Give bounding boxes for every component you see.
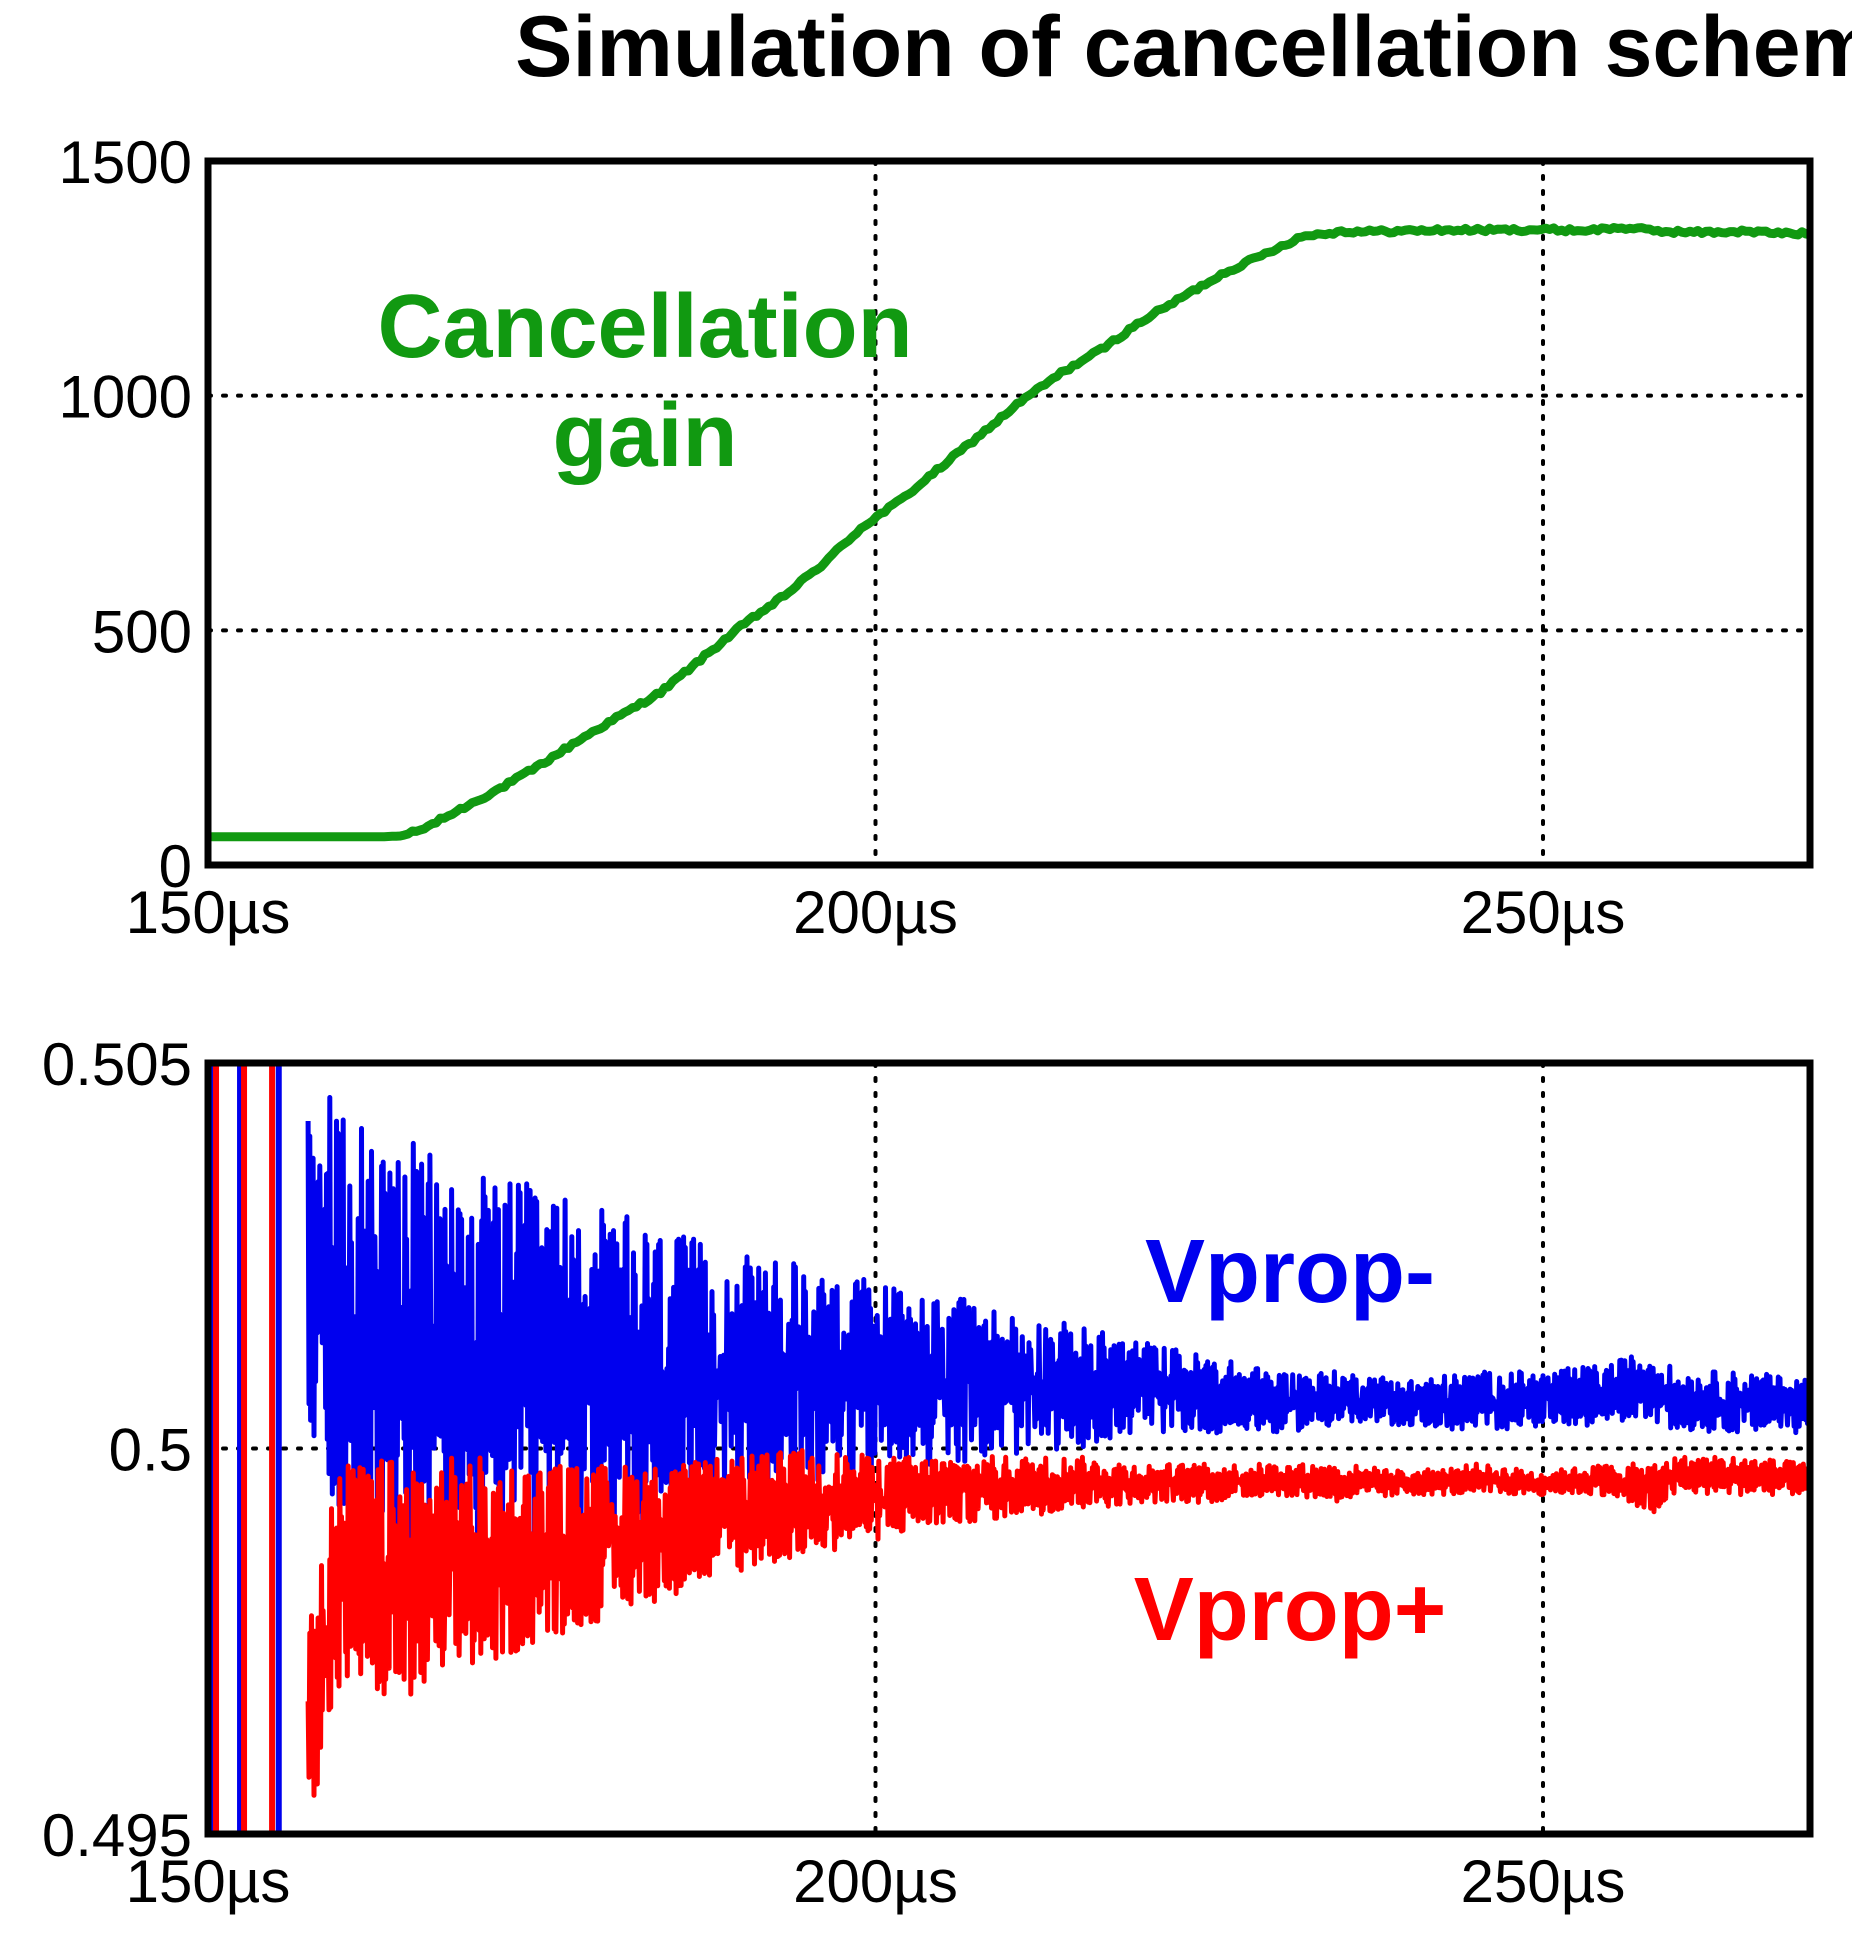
- vprop-series: [209, 1063, 1813, 1834]
- gain-series: [207, 223, 1811, 842]
- vprop-plot-frame: [204, 1059, 1814, 1838]
- gain-plot: 150µs 200µs 250µs 0 500 1000 1500 Cancellation…: [59, 129, 1814, 946]
- x-tick-label: 250µs: [1461, 879, 1626, 946]
- y-tick-label: 0.495: [42, 1802, 192, 1869]
- vprop-tick-labels: 150µs 200µs 250µs 0.495 0.5 0.505: [42, 1031, 1626, 1915]
- vprop-grid: [206, 1061, 1812, 1836]
- y-tick-label: 1000: [59, 364, 192, 431]
- gain-tick-labels: 150µs 200µs 250µs 0 500 1000 1500: [59, 129, 1626, 946]
- y-tick-label: 0.505: [42, 1031, 192, 1098]
- vprop-plus-label: Vprop+: [1134, 1560, 1447, 1660]
- y-tick-label: 0: [159, 833, 192, 900]
- gain-grid: [206, 159, 1812, 867]
- vprop-plus-line: [305, 1448, 1813, 1798]
- gain-plot-frame: [204, 157, 1814, 869]
- chart-title: Simulation of cancellation scheme: [515, 0, 1852, 95]
- x-tick-label: 250µs: [1461, 1848, 1626, 1915]
- vprop-plot: 150µs 200µs 250µs 0.495 0.5 0.505 Vprop- Vpro…: [42, 1031, 1814, 1915]
- gain-line: [207, 223, 1811, 842]
- x-tick-label: 150µs: [126, 879, 291, 946]
- y-tick-label: 500: [92, 598, 192, 665]
- x-tick-label: 150µs: [126, 1848, 291, 1915]
- x-tick-label: 200µs: [793, 1848, 958, 1915]
- y-tick-label: 1500: [59, 129, 192, 196]
- x-tick-label: 200µs: [793, 879, 958, 946]
- vprop-minus-line: [305, 1095, 1813, 1559]
- gain-annotation-line1: Cancellation: [377, 277, 912, 377]
- y-tick-label: 0.5: [109, 1417, 192, 1484]
- vprop-minus-label: Vprop-: [1145, 1222, 1435, 1322]
- gain-annotation-line2: gain: [552, 386, 737, 486]
